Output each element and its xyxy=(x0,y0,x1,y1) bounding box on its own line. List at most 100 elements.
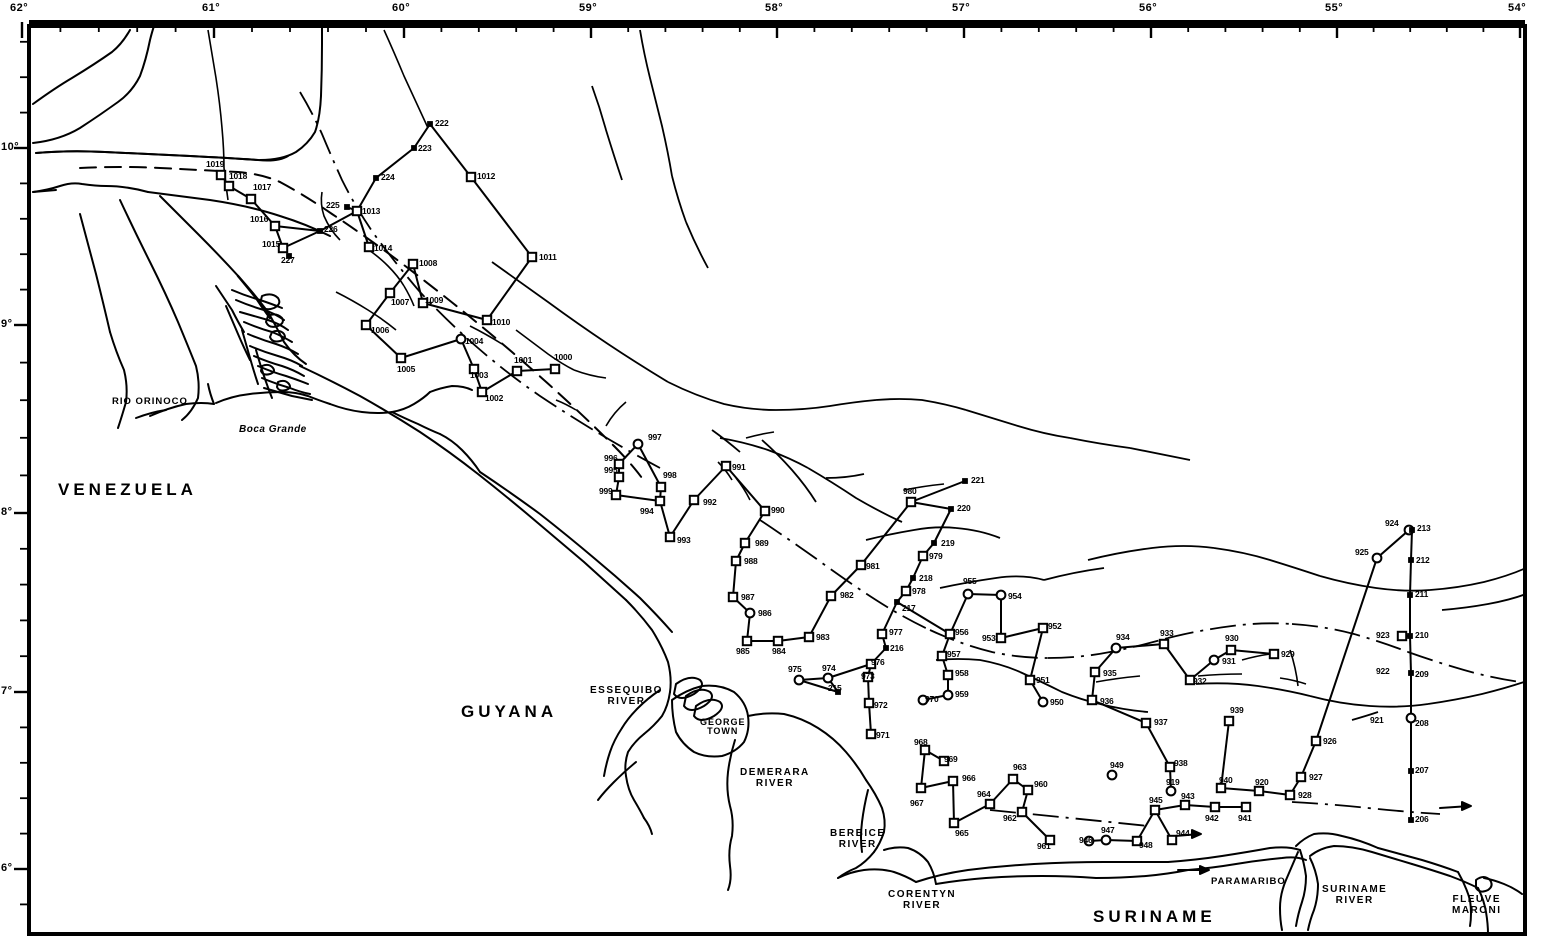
station-marker-218[interactable] xyxy=(910,575,916,581)
station-marker-987[interactable] xyxy=(727,591,739,603)
station-marker-993[interactable] xyxy=(664,531,676,543)
station-marker-969[interactable] xyxy=(938,755,950,767)
station-marker-963[interactable] xyxy=(1007,773,1019,785)
station-marker-221[interactable] xyxy=(962,478,968,484)
station-marker-960[interactable] xyxy=(1022,784,1034,796)
station-marker-1005[interactable] xyxy=(395,352,407,364)
station-marker-953[interactable] xyxy=(995,632,1007,644)
station-marker-1019[interactable] xyxy=(215,169,227,181)
station-marker-1003[interactable] xyxy=(468,363,480,375)
station-marker-926[interactable] xyxy=(1310,735,1322,747)
station-marker-1010[interactable] xyxy=(481,314,493,326)
station-marker-947[interactable] xyxy=(1100,834,1112,846)
station-marker-955[interactable] xyxy=(962,588,974,600)
station-marker-222[interactable] xyxy=(427,121,433,127)
station-marker-933[interactable] xyxy=(1158,638,1170,650)
station-marker-984[interactable] xyxy=(772,635,784,647)
station-marker-211[interactable] xyxy=(1407,592,1413,598)
station-marker-213[interactable] xyxy=(1409,527,1415,533)
station-marker-932[interactable] xyxy=(1184,674,1196,686)
station-marker-992[interactable] xyxy=(688,494,700,506)
station-marker-986[interactable] xyxy=(744,607,756,619)
station-marker-1018[interactable] xyxy=(223,180,235,192)
station-marker-945[interactable] xyxy=(1149,804,1161,816)
station-marker-982[interactable] xyxy=(825,590,837,602)
station-marker-944[interactable] xyxy=(1166,834,1178,846)
station-marker-980[interactable] xyxy=(905,496,917,508)
station-marker-929[interactable] xyxy=(1268,648,1280,660)
station-marker-224[interactable] xyxy=(373,175,379,181)
station-marker-216[interactable] xyxy=(883,645,889,651)
station-marker-994[interactable] xyxy=(654,495,666,507)
station-marker-1004[interactable] xyxy=(455,333,467,345)
station-marker-1006[interactable] xyxy=(360,319,372,331)
station-marker-976[interactable] xyxy=(865,658,877,670)
station-marker-212[interactable] xyxy=(1408,557,1414,563)
station-marker-934[interactable] xyxy=(1110,642,1122,654)
station-marker-1012[interactable] xyxy=(465,171,477,183)
station-marker-995[interactable] xyxy=(613,471,625,483)
station-marker-1015[interactable] xyxy=(277,242,289,254)
station-marker-981[interactable] xyxy=(855,559,867,571)
station-marker-207[interactable] xyxy=(1408,768,1414,774)
station-marker-949[interactable] xyxy=(1106,769,1118,781)
station-marker-966[interactable] xyxy=(947,775,959,787)
station-marker-943[interactable] xyxy=(1179,799,1191,811)
station-marker-937[interactable] xyxy=(1140,717,1152,729)
station-marker-965[interactable] xyxy=(948,817,960,829)
station-marker-968[interactable] xyxy=(919,744,931,756)
station-marker-1011[interactable] xyxy=(526,251,538,263)
station-marker-935[interactable] xyxy=(1089,666,1101,678)
station-marker-925[interactable] xyxy=(1371,552,1383,564)
station-marker-936[interactable] xyxy=(1086,694,1098,706)
station-marker-983[interactable] xyxy=(803,631,815,643)
station-marker-972[interactable] xyxy=(863,697,875,709)
station-marker-920[interactable] xyxy=(1253,785,1265,797)
station-marker-931[interactable] xyxy=(1208,654,1220,666)
station-marker-957[interactable] xyxy=(936,650,948,662)
station-marker-978[interactable] xyxy=(900,585,912,597)
station-marker-956[interactable] xyxy=(944,628,956,640)
station-marker-226[interactable] xyxy=(317,228,323,234)
station-marker-999[interactable] xyxy=(610,489,622,501)
station-marker-974[interactable] xyxy=(822,672,834,684)
station-marker-941[interactable] xyxy=(1240,801,1252,813)
station-marker-206[interactable] xyxy=(1408,817,1414,823)
station-marker-208[interactable] xyxy=(1405,712,1417,724)
station-marker-209[interactable] xyxy=(1408,670,1414,676)
station-marker-1017[interactable] xyxy=(245,193,257,205)
station-marker-998[interactable] xyxy=(655,481,667,493)
station-marker-227[interactable] xyxy=(286,253,292,259)
station-marker-967[interactable] xyxy=(915,782,927,794)
station-marker-928[interactable] xyxy=(1284,789,1296,801)
station-marker-977[interactable] xyxy=(876,628,888,640)
station-marker-1009[interactable] xyxy=(417,297,429,309)
station-marker-223[interactable] xyxy=(411,145,417,151)
station-marker-962[interactable] xyxy=(1016,806,1028,818)
station-marker-1008[interactable] xyxy=(407,258,419,270)
station-marker-1001[interactable] xyxy=(511,365,523,377)
station-marker-990[interactable] xyxy=(759,505,771,517)
station-marker-985[interactable] xyxy=(741,635,753,647)
station-marker-989[interactable] xyxy=(739,537,751,549)
station-marker-959[interactable] xyxy=(942,689,954,701)
station-marker-970[interactable] xyxy=(917,694,929,706)
station-marker-988[interactable] xyxy=(730,555,742,567)
station-marker-951[interactable] xyxy=(1024,674,1036,686)
station-marker-220[interactable] xyxy=(948,506,954,512)
station-marker-950[interactable] xyxy=(1037,696,1049,708)
station-marker-979[interactable] xyxy=(917,550,929,562)
station-marker-927[interactable] xyxy=(1295,771,1307,783)
station-marker-971[interactable] xyxy=(865,728,877,740)
station-marker-973[interactable] xyxy=(862,671,874,683)
station-marker-919[interactable] xyxy=(1165,785,1177,797)
station-marker-961[interactable] xyxy=(1044,834,1056,846)
station-marker-210[interactable] xyxy=(1407,633,1413,639)
station-marker-219[interactable] xyxy=(931,540,937,546)
station-marker-225[interactable] xyxy=(344,204,350,210)
station-marker-1013[interactable] xyxy=(351,205,363,217)
station-marker-991[interactable] xyxy=(720,460,732,472)
station-marker-217[interactable] xyxy=(894,599,900,605)
station-marker-939[interactable] xyxy=(1223,715,1235,727)
station-marker-1014[interactable] xyxy=(363,241,375,253)
